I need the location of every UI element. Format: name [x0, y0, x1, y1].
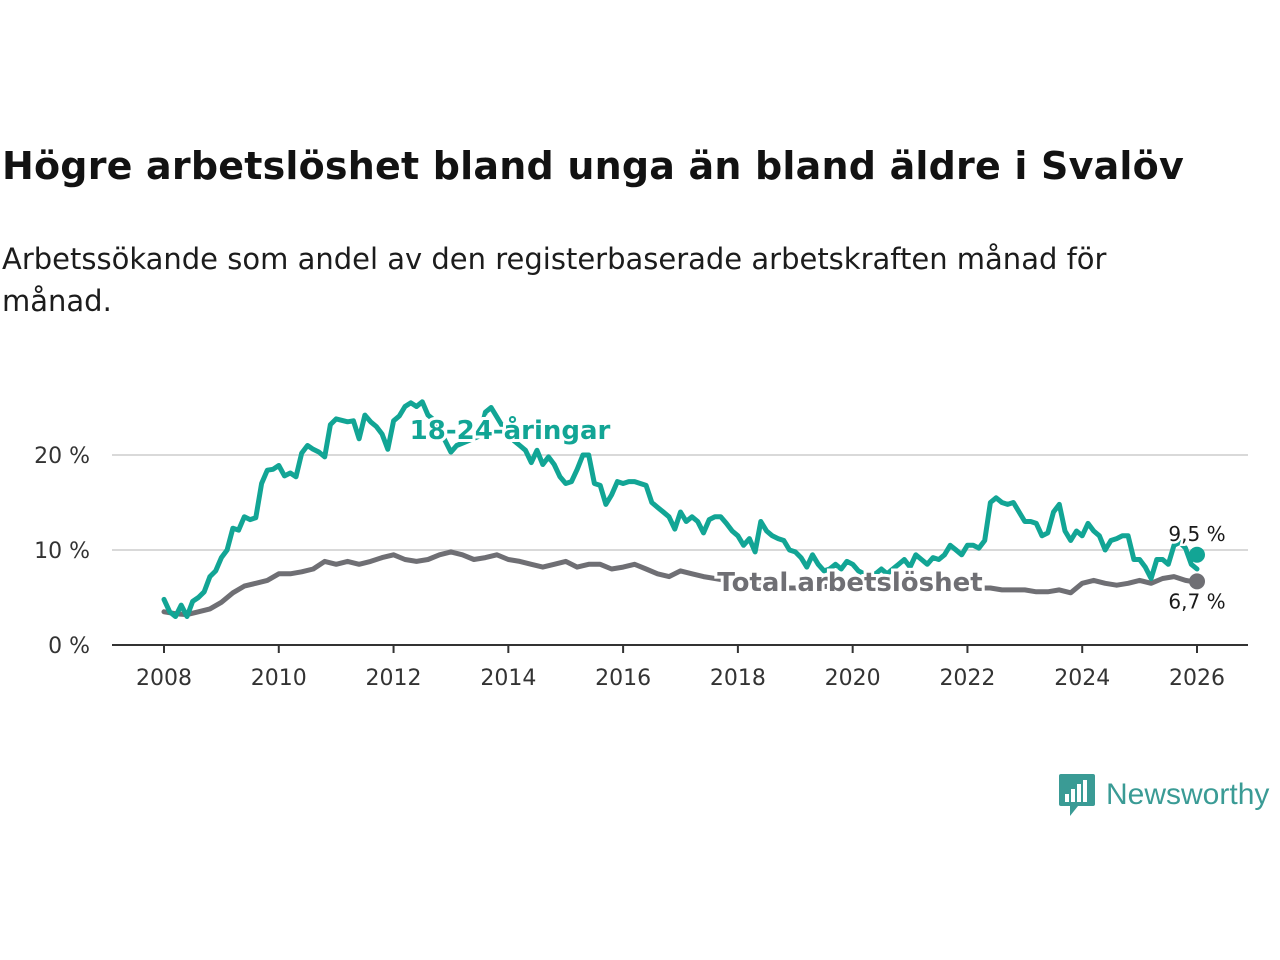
- x-tick-label: 2022: [939, 666, 995, 691]
- x-tick-label: 2018: [710, 666, 766, 691]
- series-end-marker-total: [1189, 573, 1205, 590]
- chart-subtitle: Arbetssökande som andel av den registerb…: [2, 242, 1107, 318]
- y-tick-label: 10 %: [34, 539, 90, 564]
- series-name-label-total: Total arbetslöshet: [717, 568, 982, 598]
- y-tick-label: 20 %: [34, 444, 90, 469]
- y-tick-label: 0 %: [48, 634, 90, 659]
- x-tick-label: 2026: [1169, 666, 1225, 691]
- bar-chart-speech-bubble-icon: [1059, 774, 1095, 816]
- brand-name: Newsworthy: [1106, 778, 1270, 811]
- x-tick-label: 2014: [480, 666, 536, 691]
- series-line-youth: [161, 399, 1200, 619]
- x-tick-label: 2016: [595, 666, 651, 691]
- series-lines: [161, 399, 1205, 619]
- x-tick-label: 2012: [366, 666, 422, 691]
- x-tick-label: 2008: [136, 666, 192, 691]
- end-value-label-youth: 9,5 %: [1168, 522, 1225, 546]
- end-value-label-total: 6,7 %: [1168, 589, 1225, 613]
- chart-title: Högre arbetslöshet bland unga än bland ä…: [2, 144, 1184, 188]
- series-line-total: [161, 549, 1200, 618]
- x-tick-label: 2010: [251, 666, 307, 691]
- series-end-marker-youth: [1189, 546, 1205, 563]
- newsworthy-logo: Newsworthy: [1058, 772, 1269, 818]
- line-chart: 0 % 10 % 20 % 2008 2010 2012 2014 2016 2018 2020 2…: [34, 399, 1248, 691]
- series-name-label-youth: 18-24-åringar: [410, 414, 611, 446]
- axes: 0 % 10 % 20 % 2008 2010 2012 2014 2016 2018 2020 2…: [34, 444, 1248, 691]
- x-tick-label: 2024: [1054, 666, 1110, 691]
- series-labels: 9,5 % 6,7 % 18-24-åringar Total arbetslöshe…: [407, 411, 1228, 616]
- x-tick-label: 2020: [825, 666, 881, 691]
